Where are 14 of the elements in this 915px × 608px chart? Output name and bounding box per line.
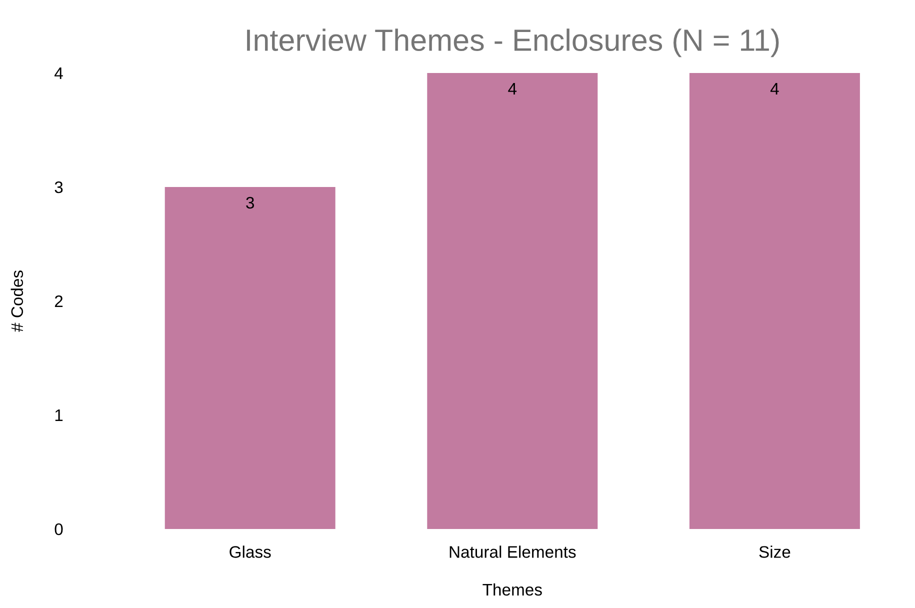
data-label: 4: [770, 83, 779, 94]
y-tick-label: 4: [54, 68, 63, 79]
y-axis-title: # Codes: [10, 270, 24, 332]
y-tick-label: 2: [54, 295, 63, 307]
y-tick-label: 1: [55, 410, 63, 421]
y-tick-label: 3: [54, 181, 63, 194]
data-label: 4: [508, 83, 517, 94]
data-label: 3: [246, 196, 254, 209]
chart-title: Interview Themes - Enclosures (N = 11): [247, 28, 779, 58]
x-tick-label: Size: [759, 546, 790, 558]
x-axis-title: Themes: [482, 583, 542, 596]
x-tick-label: Glass: [230, 546, 271, 558]
x-tick-label: Natural Elements: [450, 546, 576, 558]
y-tick-label: 0: [54, 523, 63, 536]
